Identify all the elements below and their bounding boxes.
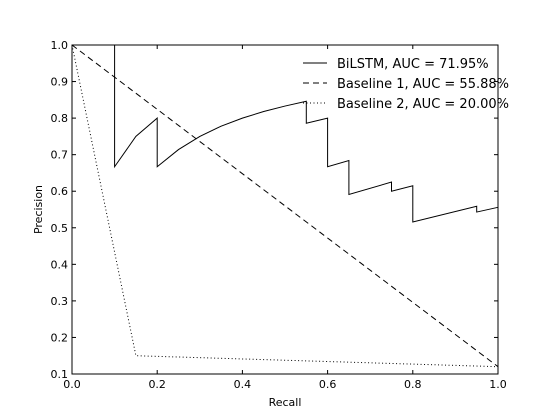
- y-tick-label: 0.4: [51, 258, 69, 271]
- legend-label-1: BiLSTM, AUC = 71.95%: [337, 57, 489, 72]
- x-tick-label: 0.0: [63, 378, 81, 391]
- plot-lines: [71, 44, 499, 368]
- y-tick-label: 0.5: [51, 222, 69, 235]
- y-tick-label: 0.6: [51, 185, 69, 198]
- axis-tick-labels: 0.0 0.2 0.4 0.6 0.8 1.0 0.1 0.2 0.3 0.4 0.5 0.6 0.7 0…: [51, 39, 507, 391]
- y-tick-label: 0.1: [51, 368, 69, 381]
- series-line-3: [71, 44, 499, 368]
- y-tick-label: 1.0: [51, 39, 69, 52]
- y-tick-label: 0.3: [51, 295, 69, 308]
- plot-frame: [71, 44, 499, 375]
- legend-label-2: Baseline 1, AUC = 55.88%: [337, 77, 509, 92]
- legend: BiLSTM, AUC = 71.95% Baseline 1, AUC = 55…: [303, 57, 509, 112]
- x-tick-label: 1.0: [489, 378, 507, 391]
- y-axis-label: Precision: [32, 185, 45, 234]
- x-tick-label: 0.6: [319, 378, 337, 391]
- series-line-2: [71, 44, 499, 368]
- y-tick-label: 0.8: [51, 112, 69, 125]
- x-tick-label: 0.8: [404, 378, 422, 391]
- x-tick-label: 0.4: [234, 378, 252, 391]
- legend-label-3: Baseline 2, AUC = 20.00%: [337, 97, 509, 112]
- x-axis-label: Recall: [269, 396, 302, 409]
- x-tick-label: 0.2: [148, 378, 166, 391]
- y-tick-label: 0.9: [51, 76, 69, 89]
- axis-ticks: [71, 44, 499, 375]
- y-tick-label: 0.2: [51, 331, 69, 344]
- series-line-1: [72, 44, 499, 223]
- y-tick-label: 0.7: [51, 149, 69, 162]
